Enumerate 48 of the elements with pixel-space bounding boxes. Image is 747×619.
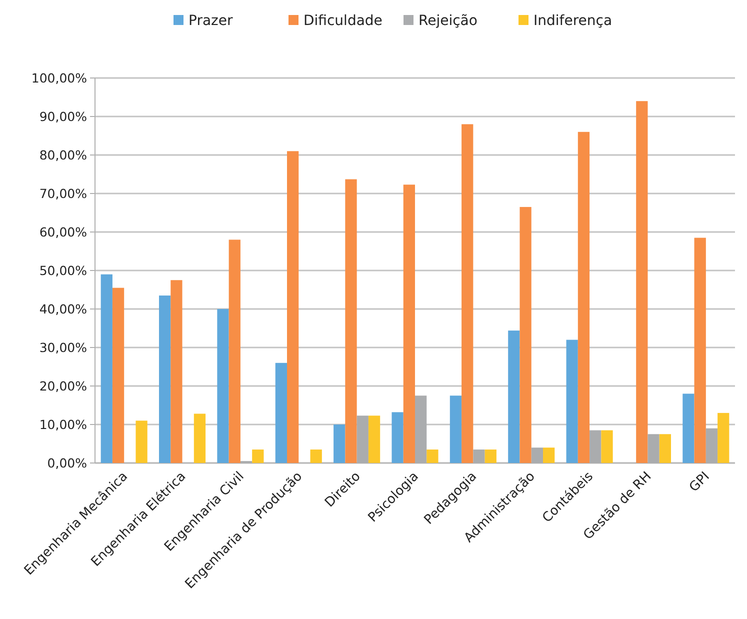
bar (217, 309, 229, 463)
bar (392, 412, 404, 463)
bar (682, 394, 694, 463)
y-tick-label: 30,00% (39, 340, 88, 355)
bar (228, 240, 240, 463)
y-tick-label: 70,00% (39, 186, 88, 201)
bar (345, 179, 357, 463)
bar (170, 280, 182, 463)
bar (694, 238, 706, 463)
bar (450, 396, 462, 463)
bar (462, 124, 474, 463)
bar (718, 412, 730, 463)
y-tick-label: 90,00% (39, 108, 88, 124)
legend-label: Rejeição (418, 12, 478, 29)
y-tick-label: 80,00% (39, 147, 88, 162)
bar (310, 450, 322, 463)
bar (100, 274, 112, 463)
y-tick-label: 50,00% (39, 262, 88, 278)
bar (636, 101, 648, 463)
y-tick-label: 10,00% (39, 416, 88, 432)
bar (159, 296, 171, 463)
bar (136, 420, 148, 463)
bar (508, 330, 520, 463)
y-tick-label: 0,00% (47, 455, 88, 470)
bar (520, 206, 532, 463)
y-tick-label: 60,00% (39, 224, 88, 240)
legend-label: Indiferença (534, 12, 612, 29)
bar (566, 340, 578, 463)
y-tick-label: 100,00% (31, 70, 88, 86)
y-tick-label: 40,00% (39, 301, 88, 316)
bar (578, 132, 590, 463)
y-tick-label: 20,00% (39, 378, 88, 394)
bar (275, 362, 287, 463)
x-tick-label: GPI (686, 469, 713, 496)
bar (112, 288, 124, 463)
bar (484, 450, 496, 463)
bar (426, 450, 438, 463)
bar (334, 424, 346, 463)
bar (252, 450, 264, 463)
bar (403, 184, 415, 463)
bar (659, 434, 671, 463)
bar (601, 430, 613, 463)
legend-label: Dificuldade (304, 12, 382, 29)
bar (368, 416, 380, 463)
bar (194, 414, 206, 463)
bar (543, 448, 555, 463)
legend-label: Prazer (188, 12, 233, 29)
bar (287, 151, 299, 463)
